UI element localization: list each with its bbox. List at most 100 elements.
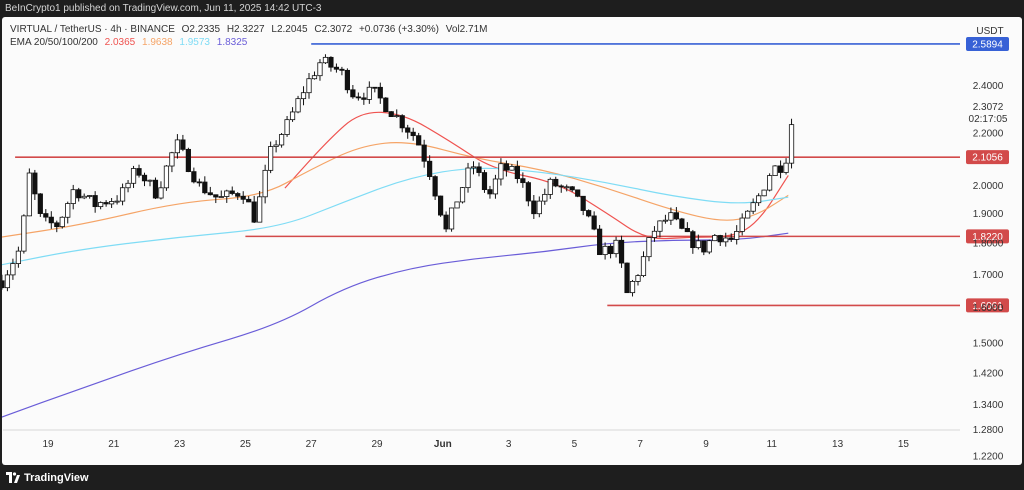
candle-body — [629, 281, 636, 294]
candle-body — [531, 200, 537, 215]
candle — [410, 127, 416, 141]
candle-body — [487, 189, 493, 195]
candle — [394, 109, 400, 118]
candle — [372, 86, 378, 93]
candle — [761, 189, 767, 197]
candle-body — [591, 215, 597, 230]
candle-body — [443, 214, 449, 230]
candle — [569, 185, 575, 192]
candle-body — [240, 195, 246, 200]
price-tick-label: 1.2800 — [973, 425, 1004, 436]
candle — [273, 140, 279, 153]
level-tag — [966, 298, 1009, 313]
candle-body — [125, 182, 131, 189]
candle — [191, 167, 197, 184]
price-tick-label: 1.2200 — [973, 451, 1004, 462]
candle — [136, 164, 142, 178]
candle — [673, 207, 679, 221]
candle-body — [169, 152, 175, 167]
candles — [2, 54, 795, 297]
chart-area[interactable]: VIRTUAL / TetherUS · 4h · BINANCE O2.233… — [2, 17, 1022, 465]
candle — [788, 118, 795, 169]
candle — [465, 162, 471, 193]
price-chart[interactable]: VIRTUAL / TetherUS · 4h · BINANCE O2.233… — [2, 17, 1022, 465]
candle-body — [399, 115, 405, 129]
time-axis[interactable]: 19 21 23 25 27 29 Jun 3 5 7 9 11 13 15 — [42, 439, 909, 450]
candle-body — [580, 195, 586, 211]
candle — [432, 175, 438, 201]
candle — [640, 251, 647, 278]
candle-body — [421, 144, 427, 162]
candle-body — [547, 178, 553, 195]
candle — [125, 179, 131, 193]
candle-body — [734, 231, 740, 240]
candle-body — [739, 217, 745, 232]
time-tick-label: 23 — [174, 439, 186, 450]
candle-body — [361, 97, 367, 100]
candle-body — [191, 171, 197, 183]
candle — [262, 164, 268, 204]
ema-lines — [2, 111, 789, 418]
candle — [597, 224, 603, 256]
candle-body — [509, 166, 515, 171]
candle-body — [470, 166, 477, 169]
candle-body — [788, 124, 795, 164]
candle — [333, 63, 340, 73]
candle-body — [43, 213, 49, 218]
candle — [229, 186, 235, 196]
candle-body — [366, 86, 372, 100]
candle — [629, 279, 636, 297]
candle — [251, 195, 257, 224]
candle-body — [706, 240, 712, 253]
candle — [70, 184, 76, 210]
candle-body — [728, 237, 734, 240]
candle — [416, 132, 422, 146]
publish-info: BeInCrypto1 published on TradingView.com… — [0, 0, 1024, 17]
candle — [98, 201, 104, 210]
candle — [558, 184, 564, 193]
candle — [257, 190, 263, 223]
candle-body — [405, 127, 411, 133]
candle — [4, 270, 11, 292]
candle-body — [712, 235, 718, 242]
candle-body — [152, 179, 159, 199]
candle-body — [174, 139, 181, 154]
candle — [207, 186, 213, 196]
legend-open: O2.2335 — [182, 24, 221, 35]
legend-close: C2.3072 — [314, 24, 352, 35]
candle — [421, 139, 427, 168]
candle — [54, 220, 60, 233]
candle-body — [514, 166, 520, 180]
candle-body — [26, 172, 32, 217]
candle — [48, 211, 54, 229]
candle — [328, 56, 334, 72]
candle-body — [723, 237, 729, 243]
candle — [487, 185, 493, 199]
price-tick-label: 1.3400 — [973, 400, 1004, 411]
candle — [470, 161, 477, 175]
candle — [706, 239, 712, 255]
candle-body — [438, 195, 444, 216]
candle — [388, 111, 394, 117]
candle — [520, 172, 526, 188]
candle — [2, 274, 5, 290]
candle — [701, 240, 707, 256]
candle — [306, 73, 312, 99]
candle-body — [306, 78, 312, 94]
ema50-line — [2, 142, 789, 238]
price-axis[interactable]: 2.4000 2.2000 2.0000 1.9000 1.8000 1.7000 1.60… — [969, 81, 1008, 462]
candle-body — [575, 189, 581, 197]
candle-body — [339, 68, 345, 71]
candle — [92, 191, 98, 213]
candle — [317, 59, 323, 81]
candle-body — [679, 218, 685, 229]
legend-high: H2.3227 — [227, 24, 265, 35]
candle-body — [690, 231, 696, 249]
candle — [278, 133, 285, 148]
candle — [21, 214, 27, 254]
time-tick-label: 29 — [371, 439, 383, 450]
candle — [498, 158, 504, 186]
candle-body — [432, 176, 438, 197]
candle-body — [651, 230, 658, 238]
candle — [756, 193, 762, 206]
